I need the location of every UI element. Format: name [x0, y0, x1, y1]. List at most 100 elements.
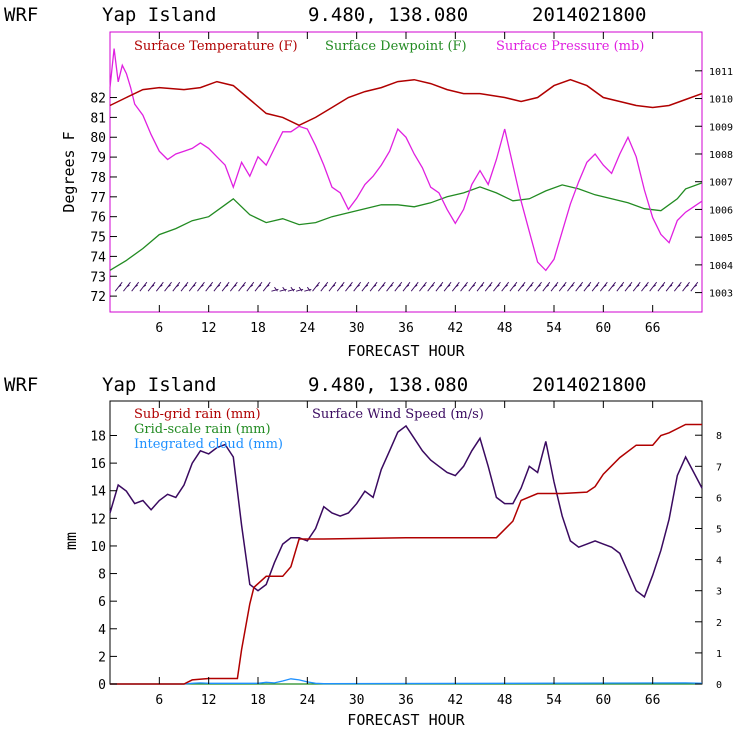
- wind-barb: [410, 281, 419, 292]
- wind-barb: [550, 281, 559, 292]
- top-plot-frame: [109, 31, 703, 313]
- bottom-y2-tick-label: 6: [716, 493, 722, 504]
- bottom-x-tick-label: 12: [201, 693, 217, 708]
- bottom-x-tick-label: 66: [645, 693, 661, 708]
- wind-barb: [649, 281, 658, 292]
- wind-barb: [608, 281, 616, 292]
- bottom-y-tick-label: 12: [90, 512, 106, 527]
- wind-barb: [139, 281, 148, 292]
- wind-barb: [451, 281, 460, 292]
- bottom-y2-tick-label: 5: [716, 525, 722, 536]
- wind-barb: [558, 281, 567, 292]
- wind-barb: [641, 281, 649, 292]
- bottom-y2-tick-label: 7: [716, 462, 722, 473]
- bottom-y2-tick-label: 2: [716, 618, 722, 629]
- subgrid-rain-line: [110, 423, 702, 685]
- wind-barb: [657, 281, 666, 292]
- top-y-tick-label: 80: [90, 131, 106, 146]
- wind-barb: [665, 281, 674, 292]
- bottom-y-tick-label: 18: [90, 430, 106, 445]
- wind-barb: [254, 281, 263, 292]
- wind-speed-line: [109, 424, 703, 599]
- top-x-tick-label: 36: [398, 321, 414, 336]
- wind-barb: [386, 281, 394, 292]
- top-y-tick-label: 73: [90, 270, 106, 285]
- wind-barb: [345, 281, 353, 292]
- wind-barb: [443, 281, 452, 292]
- wind-barb: [123, 281, 131, 292]
- top-y2-tick-label: 1010: [709, 95, 733, 106]
- bottom-y-tick-label: 4: [98, 623, 106, 638]
- top-x-tick-label: 54: [546, 321, 562, 336]
- top-y2-tick-label: 1007: [709, 178, 733, 189]
- wind-barb: [295, 286, 304, 292]
- bottom-title-coords: 9.480, 138.080: [308, 374, 468, 396]
- bottom-y-tick-label: 2: [98, 650, 106, 665]
- wind-barb: [131, 281, 140, 292]
- bottom-tick-group: 6 12 18 24 30 36 42 48 54 60 660246810121416180123…: [90, 401, 722, 708]
- wind-barb: [690, 281, 699, 292]
- wind-barb: [427, 281, 436, 292]
- wind-barb: [476, 281, 485, 292]
- wind-barb: [394, 281, 403, 292]
- bottom-x-tick-label: 24: [300, 693, 316, 708]
- top-y-tick-label: 78: [90, 171, 106, 186]
- bottom-y2-tick-label: 0: [716, 680, 722, 691]
- bottom-title: WRF Yap Island 9.480, 138.080 2014021800: [4, 374, 646, 396]
- bottom-y2-tick-label: 8: [716, 431, 722, 442]
- wind-barb: [221, 281, 230, 292]
- bottom-series-group: [109, 423, 703, 685]
- top-y-tick-label: 75: [90, 231, 106, 246]
- top-tick-group: 6 12 18 24 30 36 42 48 54 60 66 72 73 74 75 76 77 78 79 80 8…: [90, 32, 733, 336]
- wind-barb: [402, 281, 411, 292]
- wind-barb: [567, 281, 575, 292]
- legend-gridscale-rain: Grid-scale rain (mm): [134, 422, 271, 437]
- wind-barb: [493, 281, 501, 292]
- top-title-date: 2014021800: [532, 4, 646, 26]
- wind-barb: [188, 281, 197, 292]
- wind-barb: [419, 281, 427, 292]
- bottom-title-location: Yap Island: [102, 374, 216, 396]
- legend-surface-dewpoint: Surface Dewpoint (F): [325, 39, 467, 54]
- top-x-tick-label: 60: [596, 321, 612, 336]
- top-title-coords: 9.480, 138.080: [308, 4, 468, 26]
- wind-barb: [304, 286, 312, 292]
- wind-barb: [155, 281, 164, 292]
- wind-barb: [279, 286, 287, 292]
- top-title: WRF Yap Island 9.480, 138.080 2014021800: [4, 4, 646, 26]
- top-y2-tick-label: 1004: [709, 261, 733, 272]
- top-y2-tick-label: 1006: [709, 205, 733, 216]
- top-x-tick-label: 42: [448, 321, 464, 336]
- bottom-y2-tick-label: 4: [716, 556, 722, 567]
- bottom-x-tick-label: 42: [448, 693, 464, 708]
- pressure-line: [109, 48, 703, 272]
- wind-barb: [320, 281, 329, 292]
- top-x-axis-label: FORECAST HOUR: [347, 342, 465, 360]
- wind-barb: [271, 286, 279, 292]
- wind-barb: [180, 281, 189, 292]
- bottom-y-tick-label: 6: [98, 595, 106, 610]
- wind-barb: [369, 281, 378, 292]
- top-x-tick-label: 24: [300, 321, 316, 336]
- bottom-x-tick-label: 54: [546, 693, 562, 708]
- bottom-y-axis-label: mm: [62, 532, 80, 550]
- bottom-y-tick-label: 14: [90, 485, 106, 500]
- top-x-tick-label: 48: [497, 321, 513, 336]
- wind-barb: [509, 281, 518, 292]
- bottom-x-tick-label: 48: [497, 693, 513, 708]
- bottom-y-tick-label: 10: [90, 540, 106, 555]
- wind-barb: [312, 281, 320, 292]
- wind-barb: [262, 281, 271, 292]
- top-x-tick-label: 18: [250, 321, 266, 336]
- top-y-tick-label: 74: [90, 250, 106, 265]
- bottom-y-tick-label: 16: [90, 457, 106, 472]
- top-x-tick-label: 12: [201, 321, 217, 336]
- top-y-tick-label: 76: [90, 211, 106, 226]
- temperature-line: [109, 78, 703, 127]
- top-series-group: [109, 48, 703, 292]
- bottom-x-tick-label: 6: [155, 693, 163, 708]
- bottom-y2-tick-label: 1: [716, 649, 722, 660]
- bottom-y2-tick-label: 3: [716, 587, 722, 598]
- wind-barb: [361, 281, 370, 292]
